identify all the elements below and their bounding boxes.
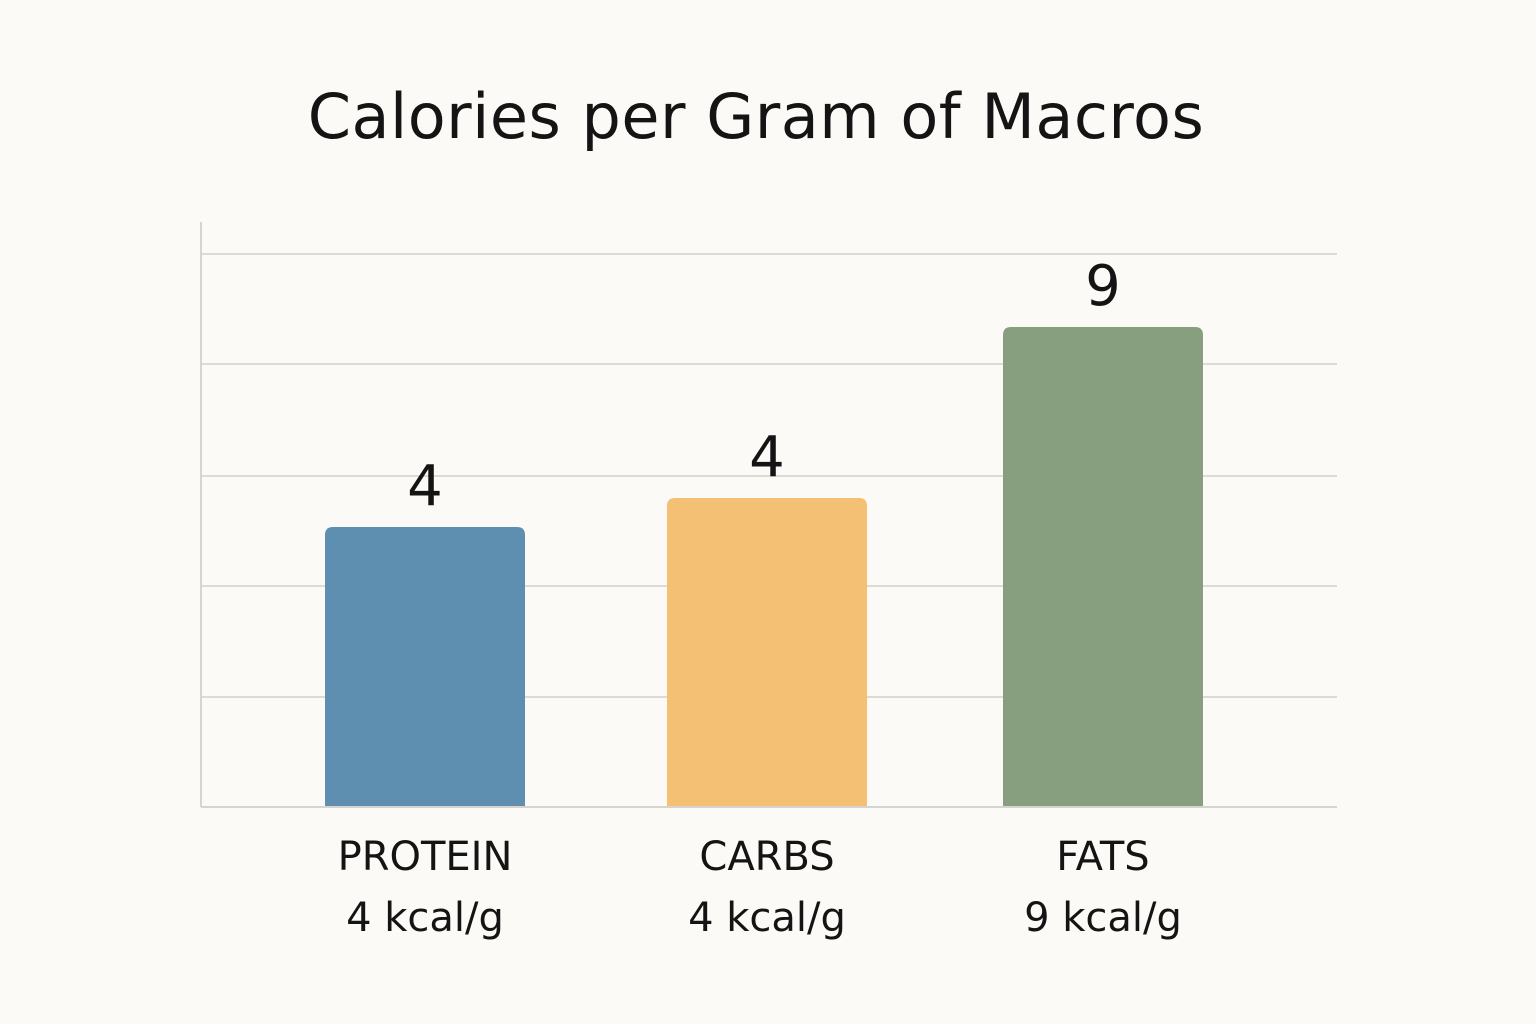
- tick-label-fats: FATS: [1056, 834, 1150, 880]
- sublabel-carbs: 4 kcal/g: [688, 895, 846, 941]
- sublabel-fats: 9 kcal/g: [1024, 895, 1182, 941]
- sublabel-protein: 4 kcal/g: [346, 895, 504, 941]
- tick-label-protein: PROTEIN: [337, 834, 513, 880]
- bar-carbs: [667, 498, 867, 807]
- bar-fats: [1003, 327, 1203, 807]
- data-label-carbs: 4: [749, 425, 785, 490]
- chart-title: Calories per Gram of Macros: [307, 80, 1205, 153]
- tick-label-carbs: CARBS: [699, 834, 835, 880]
- data-label-protein: 4: [407, 454, 443, 519]
- bar-protein: [325, 527, 525, 807]
- data-label-fats: 9: [1085, 254, 1121, 319]
